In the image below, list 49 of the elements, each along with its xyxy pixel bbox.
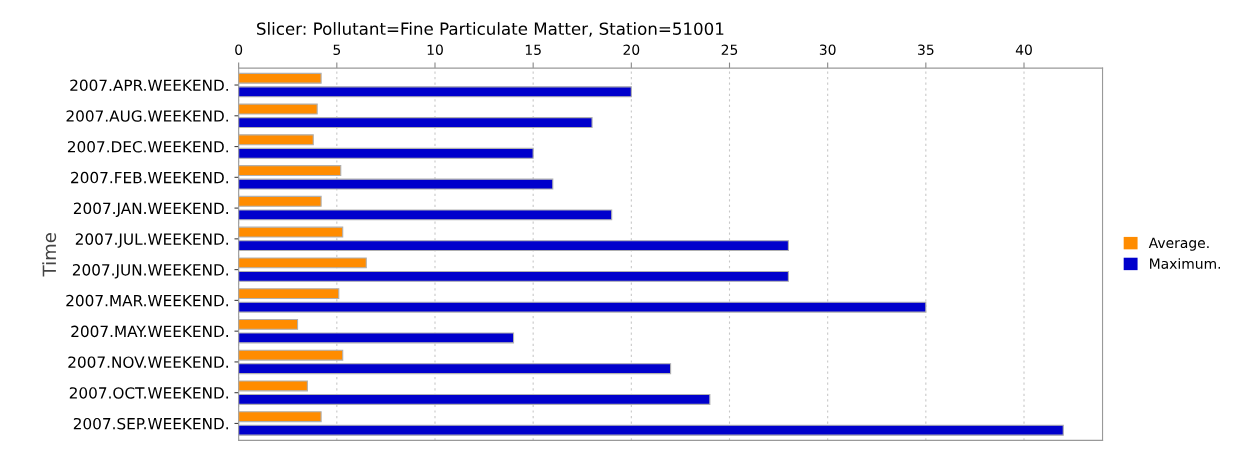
bar	[238, 209, 613, 221]
bar	[238, 134, 314, 146]
bar	[238, 195, 322, 207]
y-tick-label: 2007.MAR.WEEKEND.	[66, 294, 228, 307]
bar	[238, 380, 308, 392]
bar	[238, 411, 322, 423]
bar	[238, 226, 344, 238]
x-tick-label: 20	[623, 44, 640, 55]
bar	[238, 318, 299, 330]
bar	[238, 301, 927, 313]
bar	[238, 86, 632, 98]
y-tick-label: 2007.JAN.WEEKEND.	[73, 202, 228, 217]
bar	[238, 240, 789, 252]
legend-label: Maximum.	[1150, 258, 1221, 269]
bar	[238, 72, 322, 84]
y-tick-label: 2007.SEP.WEEKEND.	[73, 417, 228, 430]
x-tick-label: 10	[427, 44, 443, 55]
bar	[238, 147, 534, 159]
bar	[238, 393, 711, 405]
chart-title: Slicer: Pollutant=Fine Particulate Matter, Station=51001	[257, 22, 724, 37]
x-tick-label: 30	[819, 44, 836, 55]
x-tick-label: 35	[918, 44, 934, 55]
bar	[238, 349, 344, 361]
bar	[238, 270, 789, 282]
bar	[238, 288, 340, 300]
legend-label: Average.	[1148, 237, 1209, 251]
x-tick-label: 15	[525, 44, 541, 55]
bar	[238, 178, 554, 190]
bar	[238, 117, 593, 129]
x-tick-label: 5	[333, 44, 341, 55]
bar	[238, 103, 318, 115]
y-axis-title: Time	[42, 233, 57, 277]
bar	[238, 165, 342, 177]
x-tick-label: 0	[235, 44, 243, 55]
x-tick-label: 40	[1015, 44, 1032, 55]
bar	[238, 424, 1064, 436]
y-tick-label: 2007.JUL.WEEKEND.	[75, 233, 228, 248]
bar	[238, 363, 672, 375]
bar	[238, 332, 515, 344]
bar	[238, 257, 367, 269]
y-tick-label: 2007.FEB.WEEKEND.	[71, 171, 228, 184]
y-tick-label: 2007.DEC.WEEKEND.	[67, 141, 228, 153]
y-tick-label: 2007.NOV.WEEKEND.	[68, 356, 228, 368]
y-tick-label: 2007.APR.WEEKEND.	[70, 79, 228, 92]
y-tick-label: 2007.AUG.WEEKEND.	[66, 110, 228, 122]
x-tick-label: 25	[721, 44, 738, 55]
y-tick-label: 2007.OCT.WEEKEND.	[69, 387, 228, 399]
y-tick-label: 2007.MAY.WEEKEND.	[71, 325, 228, 338]
y-tick-label: 2007.JUN.WEEKEND.	[72, 264, 228, 279]
